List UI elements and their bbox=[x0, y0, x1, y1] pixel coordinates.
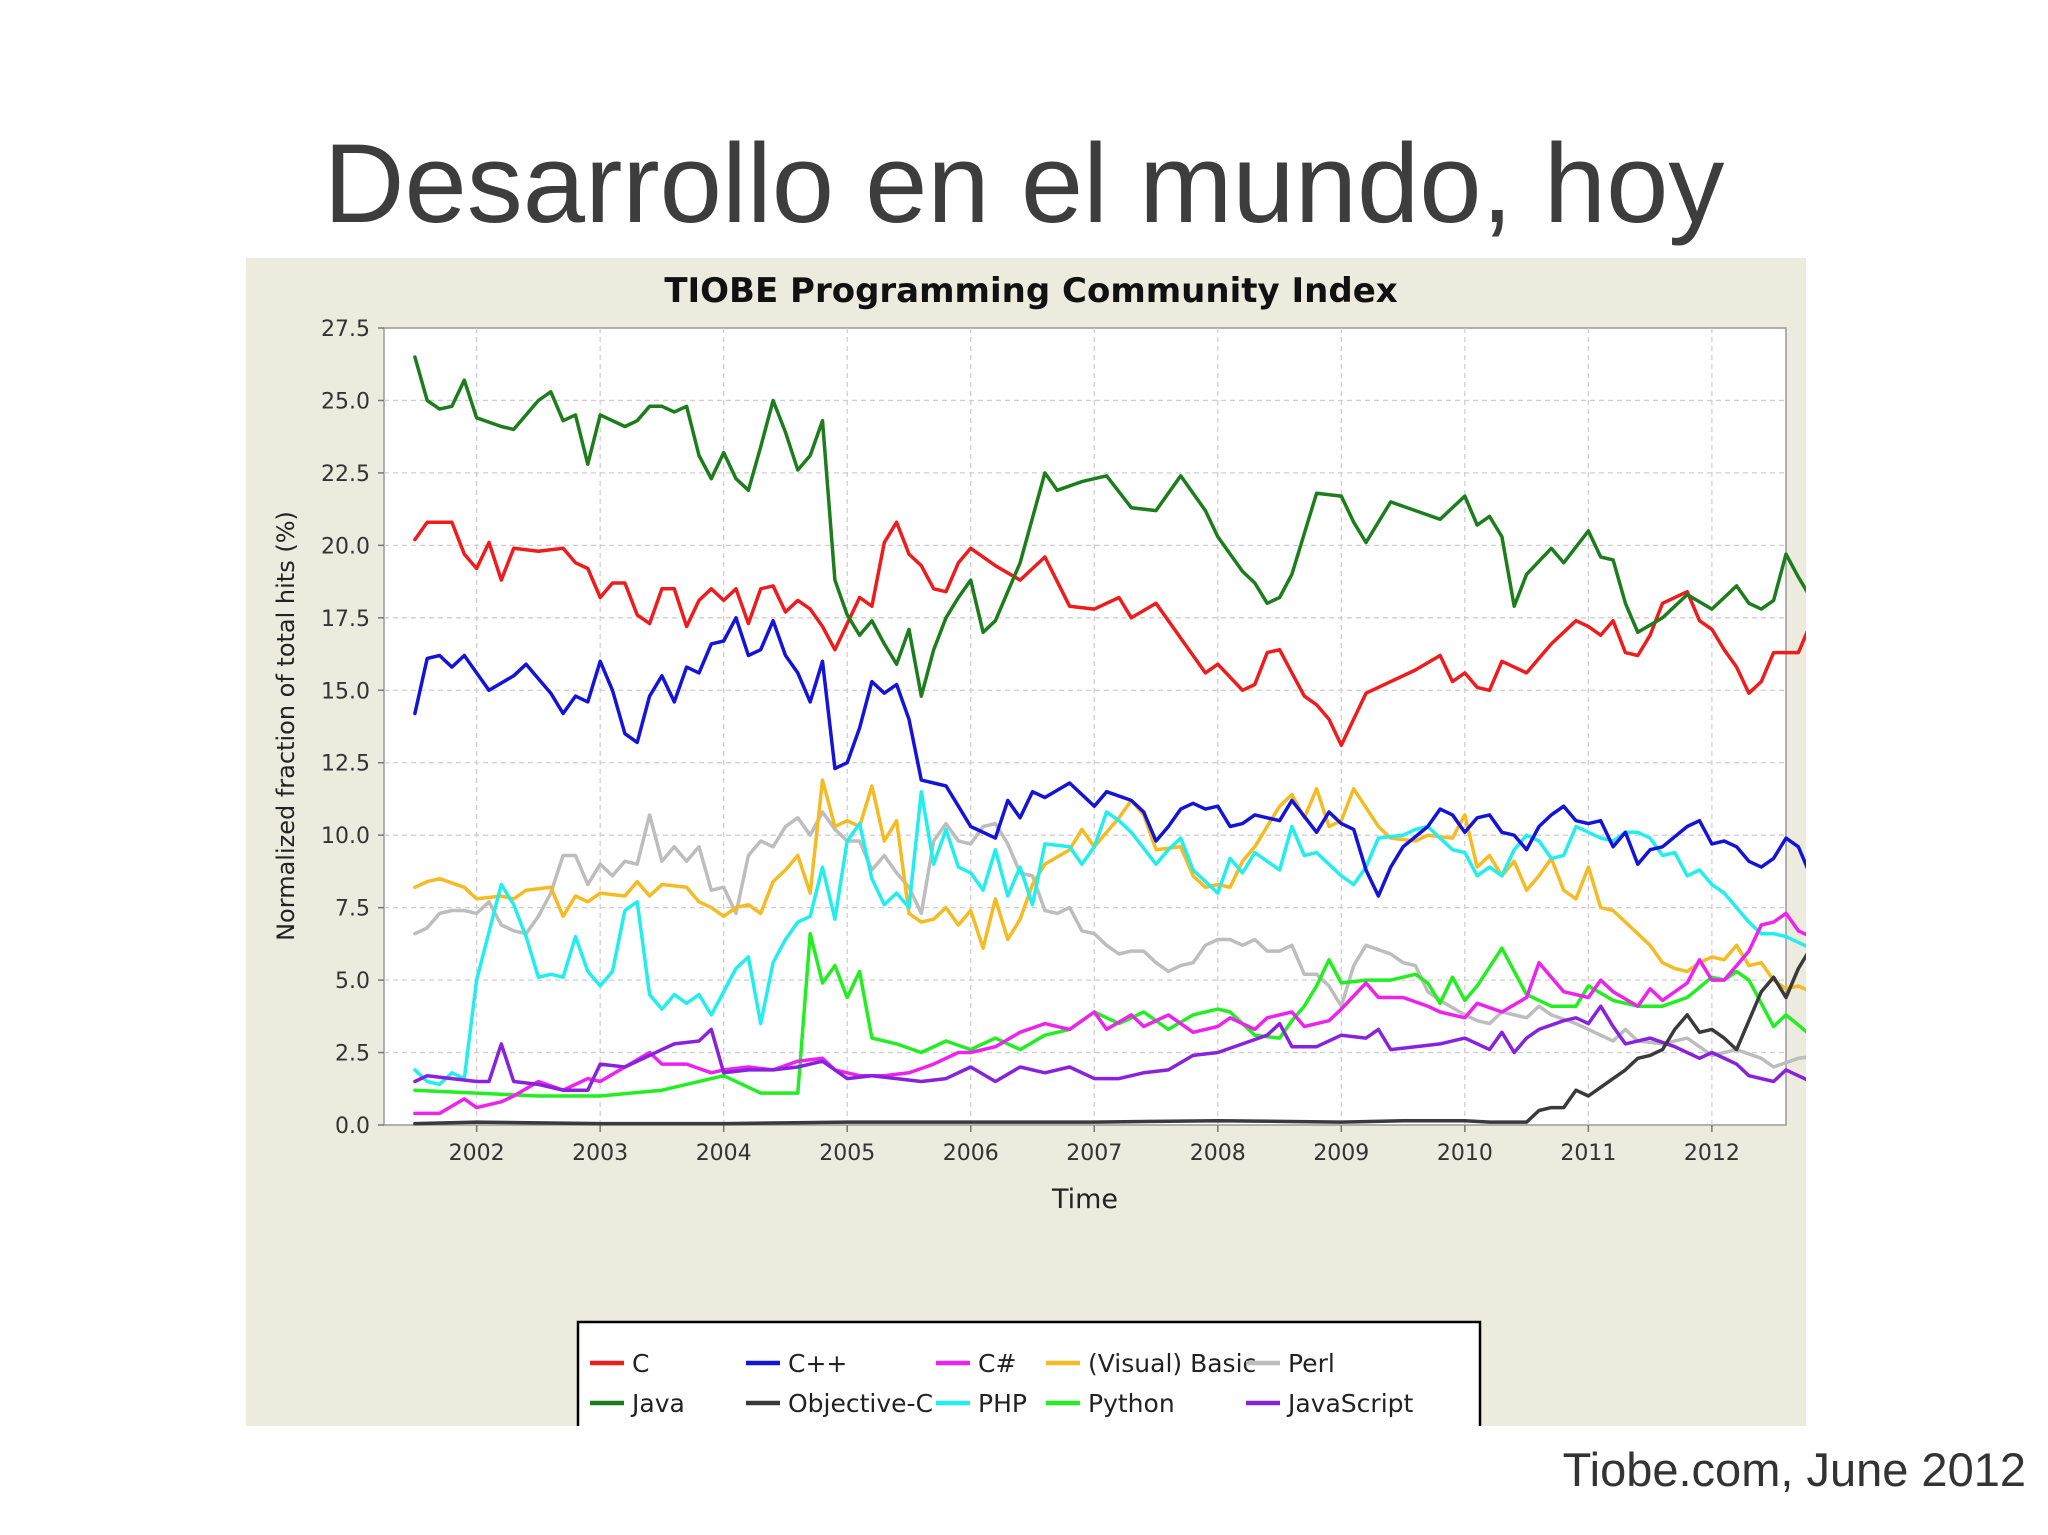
x-tick-label: 2009 bbox=[1313, 1141, 1369, 1166]
x-tick-label: 2007 bbox=[1066, 1141, 1122, 1166]
legend-label-php: PHP bbox=[978, 1389, 1027, 1418]
legend-label-objective-c: Objective-C bbox=[788, 1389, 933, 1418]
series-line-c bbox=[413, 616, 1924, 901]
y-tick-label: 25.0 bbox=[321, 389, 370, 414]
tiobe-line-chart: TIOBE Programming Community Index 0.0 2.5… bbox=[272, 271, 1924, 1432]
legend-label-c: C bbox=[632, 1349, 649, 1378]
series-line-java bbox=[413, 355, 1924, 698]
legend-label-javascript: JavaScript bbox=[1286, 1389, 1414, 1418]
x-tick-label: 2004 bbox=[696, 1141, 752, 1166]
legend-box bbox=[576, 1320, 1482, 1432]
series-line-c bbox=[413, 871, 1924, 1116]
legend: C C++ C# (Visual) Basic Perl Java Objective-C P… bbox=[590, 1349, 1414, 1418]
y-tick-label: 5.0 bbox=[335, 969, 370, 994]
y-axis-label: Normalized fraction of total hits (%) bbox=[272, 511, 300, 941]
y-tick-label: 17.5 bbox=[321, 607, 370, 632]
y-tick-label: 7.5 bbox=[335, 897, 370, 922]
y-tick-label: 15.0 bbox=[321, 679, 370, 704]
series-line-php bbox=[413, 789, 1924, 1087]
y-tick-label: 0.0 bbox=[335, 1114, 370, 1139]
plot-area bbox=[383, 327, 1787, 1126]
legend-label-visual-basic: (Visual) Basic bbox=[1088, 1349, 1256, 1378]
y-tick-label: 20.0 bbox=[321, 534, 370, 559]
x-tick-label: 2008 bbox=[1190, 1141, 1246, 1166]
series-line-javascript bbox=[413, 1004, 1924, 1092]
y-tick-label: 2.5 bbox=[335, 1042, 370, 1067]
x-tick-label: 2005 bbox=[819, 1141, 875, 1166]
chart-panel: TIOBE Programming Community Index 0.0 2.5… bbox=[246, 258, 1924, 1432]
grid-lines bbox=[384, 328, 1786, 1125]
y-tick-label: 10.0 bbox=[321, 824, 370, 849]
legend-label-java: Java bbox=[630, 1389, 685, 1418]
series-line-visual-basic bbox=[413, 778, 1924, 1000]
chart-title: TIOBE Programming Community Index bbox=[664, 271, 1397, 311]
source-caption: Tiobe.com, June 2012 bbox=[1562, 1443, 2026, 1496]
y-axis-ticks: 0.0 2.5 5.0 7.5 10.0 12.5 15.0 17.5 20.0 22.5 25.0… bbox=[321, 317, 384, 1139]
legend-label-c: C++ bbox=[788, 1349, 847, 1378]
x-tick-label: 2011 bbox=[1560, 1141, 1616, 1166]
x-tick-label: 2003 bbox=[572, 1141, 628, 1166]
legend-label-python: Python bbox=[1088, 1389, 1175, 1418]
series-line-perl bbox=[413, 810, 1924, 1069]
x-tick-label: 2006 bbox=[943, 1141, 999, 1166]
series-line-c bbox=[413, 520, 1924, 748]
slide-title: Desarrollo en el mundo, hoy bbox=[323, 121, 1725, 246]
y-tick-label: 22.5 bbox=[321, 462, 370, 487]
legend-label-c: C# bbox=[978, 1349, 1016, 1378]
x-tick-label: 2002 bbox=[449, 1141, 505, 1166]
x-tick-label: 2010 bbox=[1437, 1141, 1493, 1166]
y-tick-label: 12.5 bbox=[321, 752, 370, 777]
legend-label-perl: Perl bbox=[1288, 1349, 1335, 1378]
y-tick-label: 27.5 bbox=[321, 317, 370, 342]
x-axis-ticks: 2002 2003 2004 2005 2006 2007 2008 2009 2010 2011… bbox=[449, 1125, 1740, 1166]
x-tick-label: 2012 bbox=[1684, 1141, 1740, 1166]
x-axis-label: Time bbox=[1051, 1184, 1118, 1215]
